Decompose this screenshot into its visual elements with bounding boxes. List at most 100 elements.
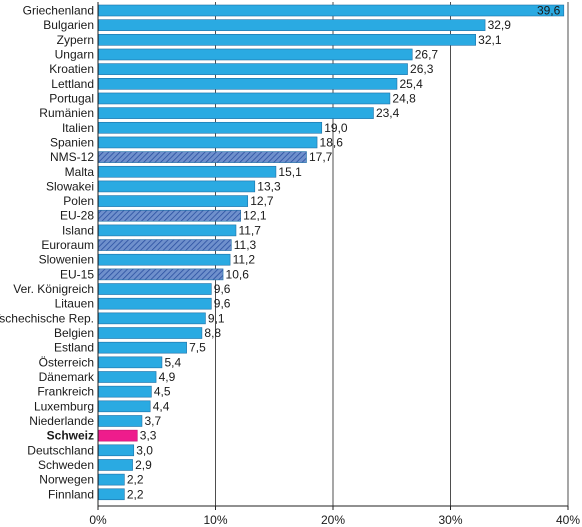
value-label-eu-28: 12,1 [243, 209, 267, 223]
category-label-luxemburg: Luxemburg [34, 399, 94, 413]
value-label-slowenien: 11,2 [233, 253, 256, 267]
bar-nms-12 [98, 151, 307, 163]
value-label-schweden: 2,9 [135, 458, 152, 472]
x-tick-label-3: 30% [438, 513, 462, 527]
bar-slowenien [98, 253, 231, 266]
bar-finnland [98, 488, 125, 501]
category-label-schweden: Schweden [38, 458, 94, 472]
x-axis: 0% 10% 20% 30% 40% [89, 2, 580, 527]
bar-deutschland [98, 444, 135, 457]
category-label-tschechische-rep: Tschechische Rep. [0, 311, 94, 325]
category-label-niederlande: Niederlande [29, 414, 94, 428]
value-label-polen: 12,7 [250, 194, 274, 208]
category-label-polen: Polen [63, 194, 94, 208]
bar-island [98, 224, 237, 237]
category-label-danemark: Dänemark [39, 370, 95, 384]
category-label-frankreich: Frankreich [37, 385, 94, 399]
value-label-slowakei: 13,3 [257, 179, 281, 193]
x-tick-label-4: 40% [556, 513, 580, 527]
bar-italien [98, 121, 323, 134]
bar-slowakei [98, 180, 256, 193]
value-label-nms-12: 17,7 [309, 150, 333, 164]
bar-danemark [98, 371, 157, 383]
value-label-finnland: 2,2 [127, 487, 144, 501]
bar-lettland [98, 78, 398, 90]
value-label-norwegen: 2,2 [127, 473, 144, 487]
bar-frankreich [98, 385, 152, 398]
value-label-deutschland: 3,0 [136, 443, 153, 457]
bar-niederlande [98, 415, 143, 427]
x-tick-label-1: 10% [203, 513, 227, 527]
bar-schweiz [98, 429, 138, 442]
category-label-griechenland: Griechenland [23, 4, 94, 18]
bar-tschechische-rep [98, 312, 206, 325]
value-label-belgien: 8,8 [204, 326, 221, 340]
category-label-estland: Estland [54, 341, 94, 355]
value-label-litauen: 9,6 [214, 297, 231, 311]
value-label-rumanien: 23,4 [376, 106, 400, 120]
bar-schweden [98, 459, 133, 471]
category-label-belgien: Belgien [54, 326, 94, 340]
value-label-kroatien: 26,3 [410, 62, 434, 76]
value-label-danemark: 4,9 [159, 370, 176, 384]
value-label-luxemburg: 4,4 [153, 399, 170, 413]
category-label-spanien: Spanien [50, 135, 94, 149]
bar-zypern [98, 34, 476, 46]
category-label-slowakei: Slowakei [46, 179, 94, 193]
bar-eu-28 [98, 209, 241, 222]
category-label-italien: Italien [62, 121, 94, 135]
value-label-portugal: 24,8 [392, 91, 416, 105]
x-tick-label-0: 0% [89, 513, 107, 527]
bar-portugal [98, 92, 391, 105]
category-label-bulgarien: Bulgarien [43, 18, 94, 32]
category-label-osterreich: Österreich [39, 355, 94, 369]
bars [98, 4, 565, 501]
bar-euroraum [98, 239, 232, 251]
value-labels: 39,6 32,932,1 26,726,325,424,823,4 19,018,6… [127, 4, 561, 502]
bar-litauen [98, 297, 212, 310]
category-label-ver-konigreich: Ver. Königreich [13, 282, 94, 296]
value-label-italien: 19,0 [324, 121, 348, 135]
value-label-lettland: 25,4 [399, 77, 423, 91]
value-label-estland: 7,5 [189, 341, 206, 355]
value-label-ver-konigreich: 9,6 [214, 282, 231, 296]
value-label-zypern: 32,1 [478, 33, 502, 47]
value-label-malta: 15,1 [278, 165, 302, 179]
bar-estland [98, 341, 187, 354]
value-label-eu-15: 10,6 [226, 267, 250, 281]
category-label-euroraum: Euroraum [41, 238, 94, 252]
value-label-osterreich: 5,4 [164, 355, 181, 369]
value-label-griechenland: 39,6 [537, 4, 561, 18]
category-label-nms-12: NMS-12 [50, 150, 94, 164]
value-label-ungarn: 26,7 [415, 47, 439, 61]
value-label-schweiz: 3,3 [140, 429, 157, 443]
bar-kroatien [98, 63, 408, 75]
bar-spanien [98, 136, 318, 149]
category-label-zypern: Zypern [57, 33, 94, 47]
value-label-frankreich: 4,5 [154, 385, 171, 399]
value-label-spanien: 18,6 [320, 135, 344, 149]
bar-rumanien [98, 107, 374, 119]
category-label-kroatien: Kroatien [49, 62, 94, 76]
bar-malta [98, 165, 277, 178]
category-label-finnland: Finnland [48, 487, 94, 501]
value-label-euroraum: 11,3 [234, 238, 257, 252]
category-label-malta: Malta [65, 165, 95, 179]
category-label-portugal: Portugal [49, 91, 94, 105]
category-label-ungarn: Ungarn [55, 47, 94, 61]
bar-norwegen [98, 473, 125, 486]
category-label-deutschland: Deutschland [27, 443, 94, 457]
category-label-eu-28: EU-28 [60, 209, 94, 223]
bar-osterreich [98, 356, 163, 369]
bar-luxemburg [98, 400, 151, 413]
bar-griechenland [98, 4, 565, 17]
bar-ungarn [98, 48, 413, 61]
bar-polen [98, 195, 249, 207]
value-label-bulgarien: 32,9 [488, 18, 512, 32]
category-label-lettland: Lettland [51, 77, 94, 91]
category-label-litauen: Litauen [55, 297, 94, 311]
value-label-tschechische-rep: 9,1 [208, 311, 225, 325]
value-label-niederlande: 3,7 [144, 414, 161, 428]
category-label-slowenien: Slowenien [39, 253, 94, 267]
